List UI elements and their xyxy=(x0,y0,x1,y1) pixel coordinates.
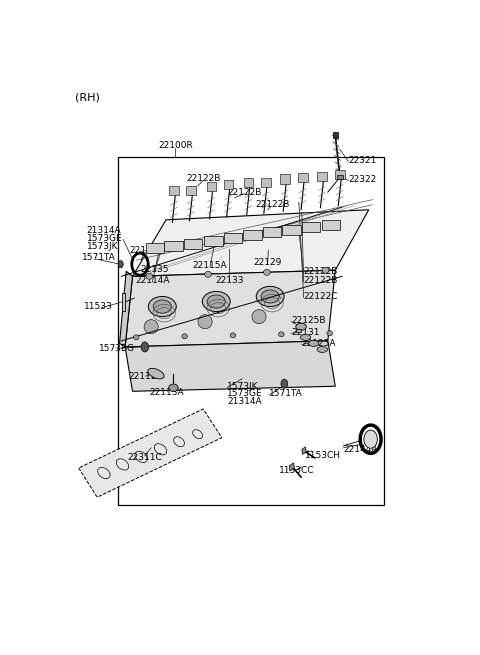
Ellipse shape xyxy=(198,314,212,329)
Polygon shape xyxy=(335,170,345,179)
Ellipse shape xyxy=(153,300,171,313)
Ellipse shape xyxy=(182,334,187,339)
Polygon shape xyxy=(224,180,233,189)
Polygon shape xyxy=(337,176,344,179)
Polygon shape xyxy=(186,185,196,195)
Text: 1571TA: 1571TA xyxy=(269,389,303,398)
Ellipse shape xyxy=(309,341,319,346)
Text: 1153CH: 1153CH xyxy=(305,451,341,460)
Text: 1573JK: 1573JK xyxy=(87,242,118,251)
Text: 1153CC: 1153CC xyxy=(278,466,314,476)
Ellipse shape xyxy=(204,271,211,277)
Ellipse shape xyxy=(133,335,139,340)
Text: 1573GE: 1573GE xyxy=(228,389,263,398)
Text: 22133: 22133 xyxy=(215,276,243,285)
Polygon shape xyxy=(206,182,216,191)
Text: 22144: 22144 xyxy=(130,246,158,255)
Ellipse shape xyxy=(261,290,279,303)
Polygon shape xyxy=(244,178,253,187)
Text: 1573BG: 1573BG xyxy=(99,344,135,353)
Polygon shape xyxy=(164,241,183,251)
Polygon shape xyxy=(302,222,321,233)
Polygon shape xyxy=(317,172,327,181)
Ellipse shape xyxy=(278,332,284,337)
Ellipse shape xyxy=(317,346,327,352)
Polygon shape xyxy=(184,239,203,249)
Text: 1573GE: 1573GE xyxy=(87,234,122,243)
Ellipse shape xyxy=(252,310,266,324)
Circle shape xyxy=(364,430,377,448)
Text: 22321: 22321 xyxy=(348,156,377,165)
Polygon shape xyxy=(333,132,338,138)
Text: 22115A: 22115A xyxy=(192,261,227,270)
Text: 22131: 22131 xyxy=(291,328,320,337)
Polygon shape xyxy=(120,271,132,347)
Ellipse shape xyxy=(148,297,176,316)
Text: 22122B: 22122B xyxy=(255,200,290,209)
Text: 22122B: 22122B xyxy=(186,174,220,183)
Ellipse shape xyxy=(202,291,230,312)
Text: 22122B: 22122B xyxy=(304,276,338,285)
Ellipse shape xyxy=(256,286,284,307)
Circle shape xyxy=(141,342,148,352)
Polygon shape xyxy=(243,230,262,240)
Text: 22125A: 22125A xyxy=(302,339,336,348)
Polygon shape xyxy=(302,447,306,455)
Text: 1573JK: 1573JK xyxy=(228,382,259,391)
Ellipse shape xyxy=(207,295,225,308)
Polygon shape xyxy=(261,178,271,187)
Text: 21314A: 21314A xyxy=(228,397,262,406)
Text: 22144A: 22144A xyxy=(344,445,378,454)
Polygon shape xyxy=(322,220,340,230)
Ellipse shape xyxy=(327,331,333,336)
Text: 22100R: 22100R xyxy=(158,141,192,150)
Text: 22122B: 22122B xyxy=(227,187,261,196)
Polygon shape xyxy=(79,409,222,497)
Text: 22112A: 22112A xyxy=(129,371,163,381)
Polygon shape xyxy=(289,463,294,471)
Polygon shape xyxy=(296,329,301,332)
Text: 22125B: 22125B xyxy=(291,316,326,325)
Polygon shape xyxy=(280,174,290,183)
Ellipse shape xyxy=(322,267,329,273)
Polygon shape xyxy=(122,293,125,310)
Polygon shape xyxy=(282,225,300,235)
Polygon shape xyxy=(224,233,242,243)
Polygon shape xyxy=(132,210,369,276)
Text: 22113A: 22113A xyxy=(150,388,184,397)
Polygon shape xyxy=(145,242,164,253)
Polygon shape xyxy=(263,227,281,238)
Text: 22122C: 22122C xyxy=(304,292,338,301)
Text: 11533: 11533 xyxy=(84,302,113,311)
Ellipse shape xyxy=(300,334,311,341)
Circle shape xyxy=(118,261,123,268)
Text: (RH): (RH) xyxy=(75,93,100,103)
Polygon shape xyxy=(204,236,223,246)
Ellipse shape xyxy=(264,269,270,275)
Text: 1571TA: 1571TA xyxy=(83,253,116,262)
Ellipse shape xyxy=(144,320,158,334)
Ellipse shape xyxy=(169,384,178,392)
Text: 22122B: 22122B xyxy=(304,267,338,276)
Ellipse shape xyxy=(296,323,306,330)
Ellipse shape xyxy=(148,368,164,379)
Text: 22129: 22129 xyxy=(253,258,282,267)
Ellipse shape xyxy=(146,273,153,279)
Text: 22114A: 22114A xyxy=(135,276,169,285)
Text: 21314A: 21314A xyxy=(87,227,121,235)
Polygon shape xyxy=(125,271,335,347)
Polygon shape xyxy=(169,185,179,195)
Text: 22135: 22135 xyxy=(141,265,169,274)
Circle shape xyxy=(281,379,288,388)
Polygon shape xyxy=(298,173,308,182)
Text: 22311C: 22311C xyxy=(128,453,162,462)
Ellipse shape xyxy=(230,333,236,338)
Polygon shape xyxy=(125,341,335,391)
Text: 22322: 22322 xyxy=(348,175,376,184)
